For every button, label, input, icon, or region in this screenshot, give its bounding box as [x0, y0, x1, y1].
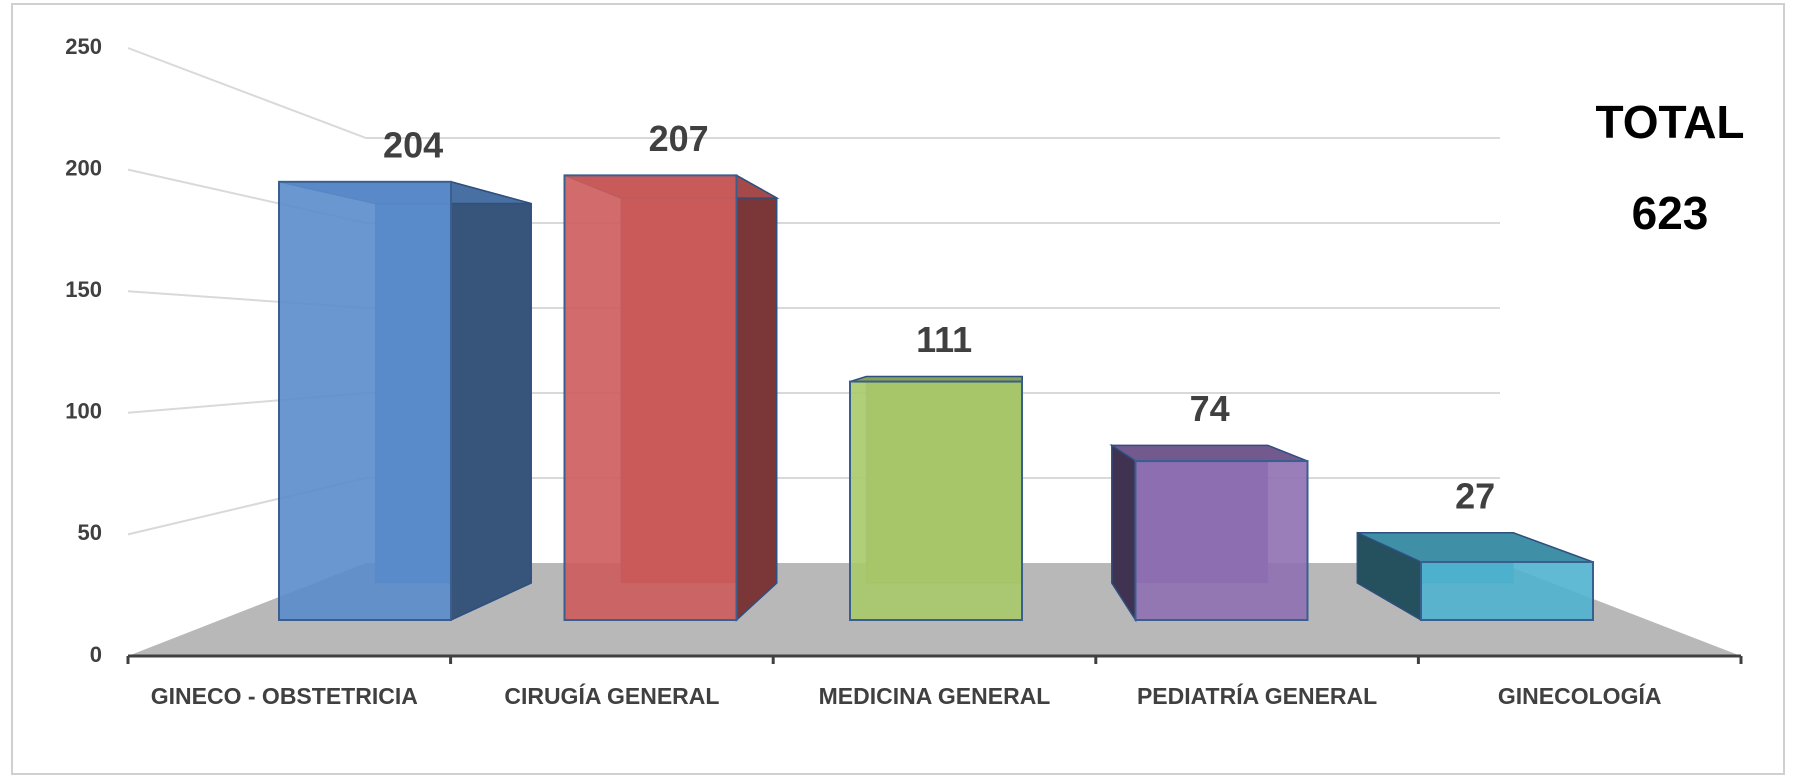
data-label: 204 [383, 124, 443, 165]
bar-front [1134, 460, 1309, 621]
y-tick-label: 150 [65, 277, 102, 302]
bar-side [450, 180, 532, 622]
x-tick-label: MEDICINA GENERAL [818, 683, 1051, 709]
bar [1356, 531, 1594, 622]
grid-line [127, 47, 1500, 139]
y-tick-label: 0 [90, 642, 102, 667]
data-label: 111 [916, 319, 972, 360]
y-tick-label: 100 [65, 399, 102, 424]
bar-front [1420, 561, 1594, 622]
bar [278, 180, 532, 622]
data-label: 27 [1455, 475, 1495, 516]
frame [11, 3, 1785, 775]
y-tick-label: 200 [65, 155, 102, 180]
data-label: 74 [1190, 388, 1230, 429]
bar [563, 174, 780, 622]
total-value: 623 [1632, 187, 1709, 239]
x-tick-label: GINECOLOGÍA [1497, 683, 1662, 709]
bar-front [849, 380, 1023, 621]
total-label: TOTAL [1595, 96, 1744, 148]
bar [1109, 443, 1309, 623]
data-label: 207 [649, 118, 709, 159]
x-tick-label: CIRUGÍA GENERAL [504, 683, 720, 709]
x-tick-label: PEDIATRÍA GENERAL [1136, 683, 1378, 709]
y-tick-label: 50 [78, 520, 102, 545]
bar-top [1109, 444, 1308, 462]
bar-side [735, 174, 778, 622]
x-tick-label: GINECO - OBSTETRICIA [150, 683, 418, 709]
y-tick-label: 250 [65, 34, 102, 59]
bar-front [563, 174, 738, 621]
bar [849, 375, 1024, 621]
bar-front [278, 180, 452, 621]
